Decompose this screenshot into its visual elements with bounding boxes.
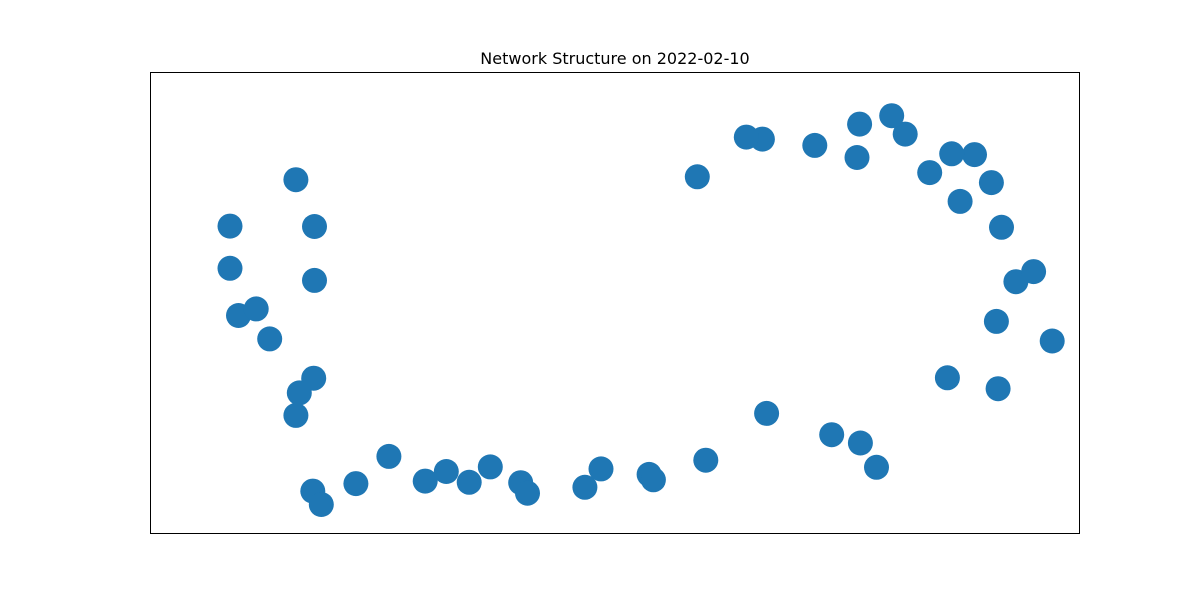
network-node <box>693 447 719 473</box>
network-node <box>302 214 327 239</box>
chart-title: Network Structure on 2022-02-10 <box>480 49 749 68</box>
network-node <box>917 160 943 186</box>
network-node <box>847 111 873 137</box>
network-node <box>257 326 283 352</box>
network-node <box>802 132 828 158</box>
network-node <box>588 456 614 482</box>
network-node <box>879 103 905 129</box>
network-node <box>243 296 269 322</box>
network-node <box>412 468 438 494</box>
network-node <box>308 492 334 517</box>
network-node <box>301 365 327 391</box>
network-node <box>343 471 369 497</box>
network-node <box>934 365 960 391</box>
network-node <box>217 255 243 281</box>
network-node <box>985 376 1011 402</box>
network-node <box>983 308 1009 334</box>
network-node <box>572 474 598 500</box>
plot-area-frame <box>150 72 1080 534</box>
network-node <box>477 454 503 480</box>
network-node <box>939 141 965 167</box>
network-node <box>962 142 987 168</box>
network-node <box>989 214 1014 240</box>
network-node <box>515 480 540 506</box>
network-node <box>847 430 873 456</box>
network-node <box>684 164 710 190</box>
network-node <box>1039 328 1065 354</box>
network-node <box>283 167 309 193</box>
network-node <box>754 400 780 426</box>
network-node <box>1021 259 1047 285</box>
network-node <box>978 170 1004 196</box>
network-nodes <box>217 103 1065 517</box>
network-node <box>456 469 482 495</box>
network-node <box>947 188 973 214</box>
network-node <box>892 121 918 147</box>
network-node <box>640 467 666 493</box>
network-node <box>283 402 309 428</box>
network-node <box>217 213 243 239</box>
network-node <box>844 145 870 170</box>
network-node <box>864 454 889 480</box>
network-node <box>376 443 402 469</box>
network-node <box>819 422 845 448</box>
network-node <box>302 267 327 293</box>
network-node <box>733 124 759 150</box>
network-node <box>433 459 459 484</box>
